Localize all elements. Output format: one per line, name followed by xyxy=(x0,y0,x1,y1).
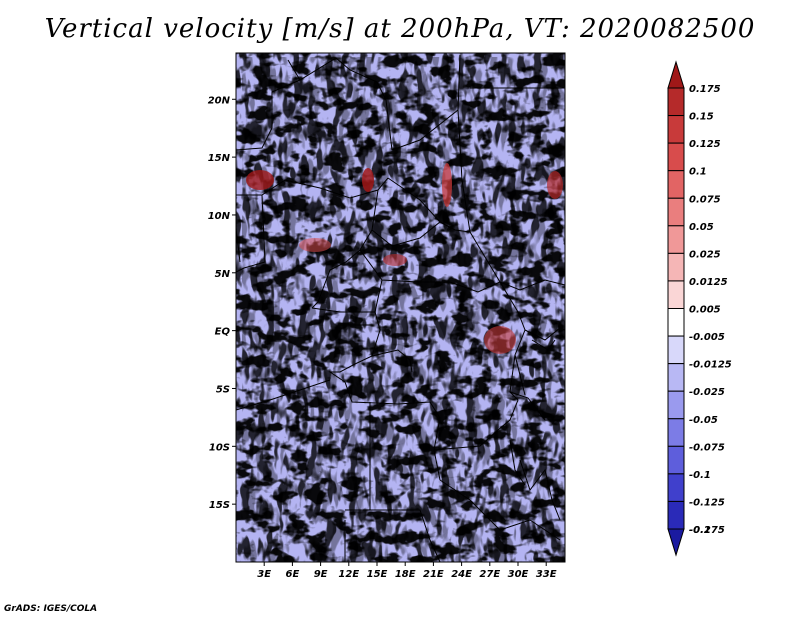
colorbar-swatch xyxy=(667,280,685,309)
grads-credit: GrADS: IGES/COLA xyxy=(4,604,98,614)
latitude-ticks: 20N 15N 10N 5N EQ 5S 10S 15S xyxy=(208,95,236,511)
lat-tick-label: 10S xyxy=(209,442,230,453)
colorbar-swatch xyxy=(667,142,685,172)
colorbar-label: -0.2 xyxy=(689,525,711,536)
colorbar-swatch xyxy=(667,308,685,337)
lon-tick-label: 18E xyxy=(395,569,416,580)
colorbar-swatch xyxy=(667,390,685,420)
lat-tick-label: 5S xyxy=(216,384,230,395)
lat-tick-label: 5N xyxy=(215,269,231,280)
country-borders xyxy=(236,54,565,562)
colorbar-label: -0.05 xyxy=(689,415,718,426)
colorbar-label: 0.075 xyxy=(689,194,721,205)
lon-tick-label: 30E xyxy=(508,569,529,580)
lon-tick-label: 33E xyxy=(536,569,557,580)
colorbar-label: 0.125 xyxy=(689,139,721,150)
colorbar-swatch xyxy=(667,335,685,365)
colorbar-swatch xyxy=(667,363,685,392)
lon-tick-label: 6E xyxy=(286,569,300,580)
colorbar-label: -0.005 xyxy=(689,332,725,343)
lon-tick-label: 3E xyxy=(257,569,271,580)
colorbar-label: -0.175 xyxy=(689,525,725,536)
colorbar-label: 0.025 xyxy=(689,249,721,260)
velocity-field xyxy=(236,53,565,562)
colorbar-swatch xyxy=(667,60,685,89)
lon-tick-label: 21E xyxy=(423,569,444,580)
colorbar-label: -0.125 xyxy=(689,497,725,508)
map-title: Vertical velocity [m/s] at 200hPa, VT: 2… xyxy=(44,14,756,44)
plot-frame xyxy=(235,52,566,563)
colorbar-swatch xyxy=(667,225,685,254)
colorbar-swatch xyxy=(667,170,685,199)
colorbar-swatch xyxy=(667,528,685,557)
colorbar-swatch xyxy=(667,87,685,117)
colorbar-label: 0.05 xyxy=(689,222,714,233)
colorbar-label: -0.0125 xyxy=(689,360,732,371)
lon-tick-label: 9E xyxy=(314,569,328,580)
colorbar-label: -0.1 xyxy=(689,470,711,481)
colorbar-label: 0.005 xyxy=(689,305,721,316)
colorbar-swatch xyxy=(667,115,685,144)
lat-tick-label: EQ xyxy=(215,327,231,338)
lon-tick-label: 24E xyxy=(451,569,472,580)
colorbar-label: 0.1 xyxy=(689,167,707,178)
lat-tick-label: 15S xyxy=(209,500,230,511)
longitude-ticks: 3E 6E 9E 12E 15E 18E 21E 24E 27E 30E 33E xyxy=(257,562,557,580)
colorbar-swatch xyxy=(667,473,685,502)
lon-tick-label: 15E xyxy=(367,569,388,580)
colorbar-swatch xyxy=(667,418,685,447)
lon-tick-label: 12E xyxy=(338,569,359,580)
colorbar-label: -0.075 xyxy=(689,442,725,453)
colorbar: 0.175 0.15 0.125 0.1 0.075 0.05 0.025 0.0125 0.0… xyxy=(667,60,732,557)
colorbar-label: 0.175 xyxy=(689,84,721,95)
lon-tick-label: 27E xyxy=(479,569,500,580)
colorbar-swatch xyxy=(667,500,685,530)
colorbar-swatch xyxy=(667,445,685,475)
colorbar-swatch xyxy=(667,197,685,227)
lat-tick-label: 10N xyxy=(208,211,231,222)
lat-tick-label: 15N xyxy=(208,153,231,164)
colorbar-label: 0.0125 xyxy=(689,277,728,288)
lat-tick-label: 20N xyxy=(208,95,231,106)
colorbar-label: 0.15 xyxy=(689,112,714,123)
colorbar-label: -0.025 xyxy=(689,387,725,398)
colorbar-swatch xyxy=(667,252,685,282)
